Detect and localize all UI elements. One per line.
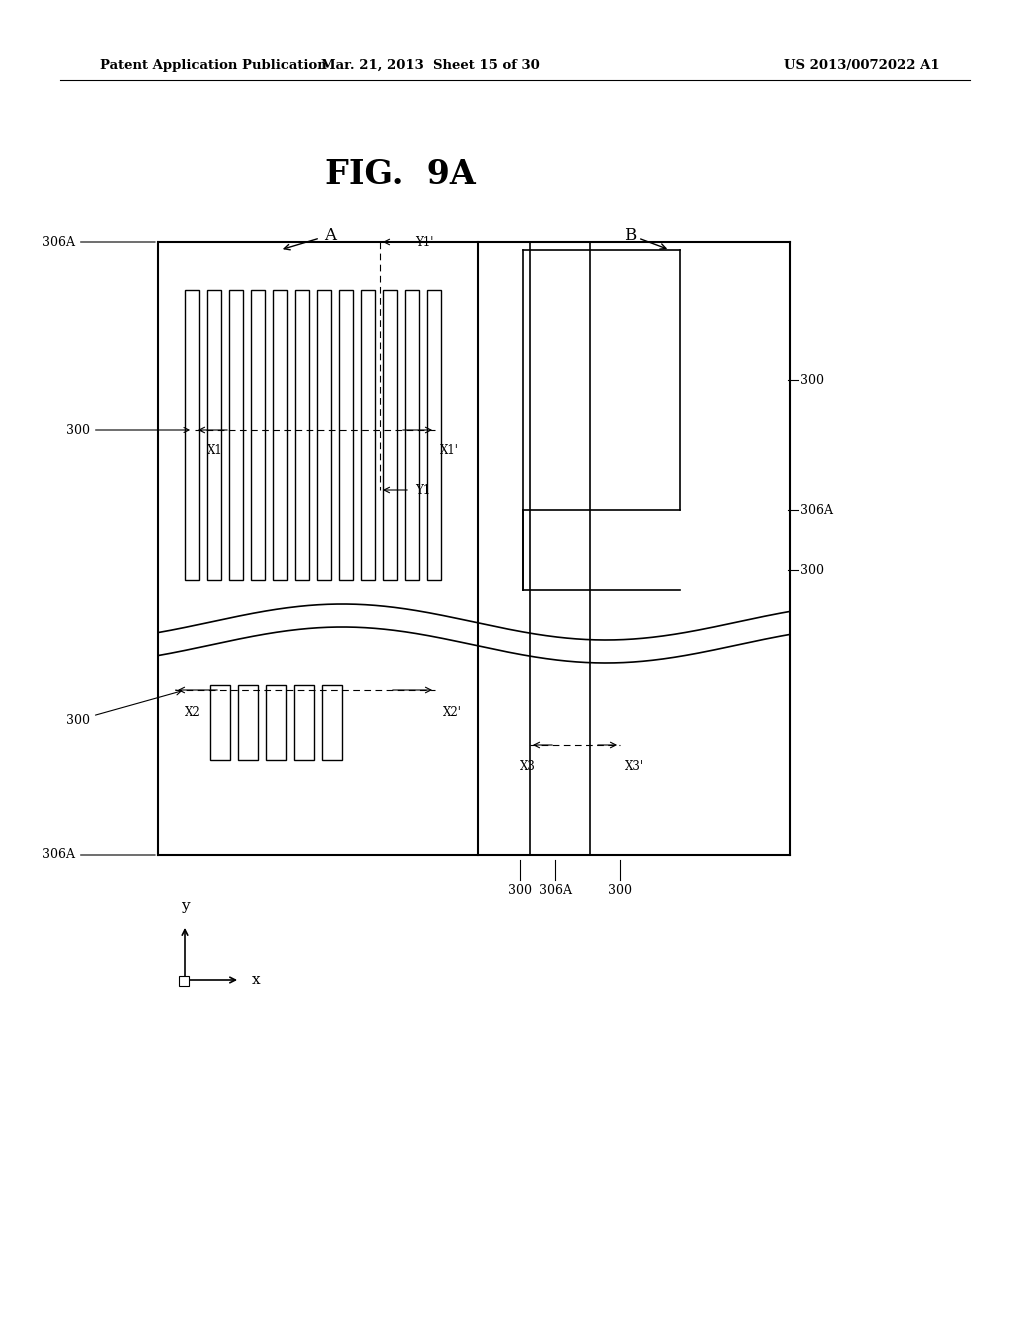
Bar bbox=[317, 290, 331, 579]
Text: X3': X3' bbox=[625, 760, 644, 774]
Bar bbox=[179, 975, 189, 986]
Bar bbox=[207, 290, 221, 579]
Text: 300: 300 bbox=[66, 424, 189, 437]
Text: US 2013/0072022 A1: US 2013/0072022 A1 bbox=[784, 58, 940, 71]
Bar bbox=[273, 290, 287, 579]
Text: X2: X2 bbox=[185, 705, 201, 718]
Text: 300: 300 bbox=[800, 564, 824, 577]
Text: y: y bbox=[180, 899, 189, 913]
Bar bbox=[406, 290, 419, 579]
Text: X2': X2' bbox=[443, 705, 462, 718]
Bar bbox=[229, 290, 243, 579]
Text: Mar. 21, 2013  Sheet 15 of 30: Mar. 21, 2013 Sheet 15 of 30 bbox=[321, 58, 540, 71]
Bar bbox=[322, 685, 342, 760]
Bar bbox=[294, 685, 314, 760]
Text: X1: X1 bbox=[207, 444, 223, 457]
Text: 306A: 306A bbox=[800, 503, 833, 516]
Bar bbox=[266, 685, 286, 760]
Bar bbox=[210, 685, 230, 760]
Text: 306A: 306A bbox=[42, 849, 156, 862]
Bar bbox=[339, 290, 353, 579]
Text: A: A bbox=[324, 227, 336, 243]
Text: 300: 300 bbox=[508, 883, 532, 896]
Text: 306A: 306A bbox=[539, 883, 571, 896]
Text: 306A: 306A bbox=[42, 235, 156, 248]
Text: 300: 300 bbox=[66, 690, 181, 726]
Text: B: B bbox=[624, 227, 636, 243]
Text: Y1': Y1' bbox=[415, 235, 433, 248]
Text: FIG.  9A: FIG. 9A bbox=[325, 158, 475, 191]
Text: 300: 300 bbox=[800, 374, 824, 387]
Text: X3: X3 bbox=[520, 760, 536, 774]
Bar bbox=[383, 290, 397, 579]
Text: Y1: Y1 bbox=[415, 483, 430, 496]
Bar bbox=[427, 290, 441, 579]
Text: x: x bbox=[252, 973, 261, 987]
Text: X1': X1' bbox=[440, 444, 459, 457]
Bar bbox=[295, 290, 309, 579]
Text: Patent Application Publication: Patent Application Publication bbox=[100, 58, 327, 71]
Bar bbox=[361, 290, 375, 579]
Bar bbox=[185, 290, 199, 579]
Text: 300: 300 bbox=[608, 883, 632, 896]
Bar bbox=[238, 685, 258, 760]
Bar bbox=[251, 290, 265, 579]
